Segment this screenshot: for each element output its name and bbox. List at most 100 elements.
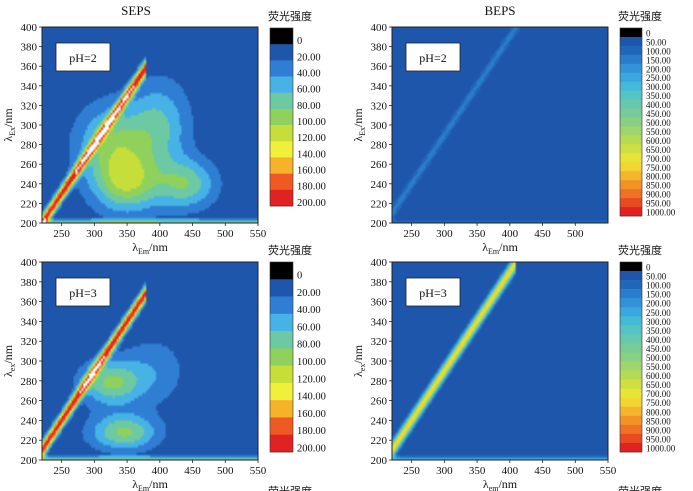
legend-swatch <box>620 298 642 308</box>
x-axis-label: λem/nm <box>483 477 518 491</box>
legend-swatch <box>270 141 293 158</box>
x-axis-unit: /nm <box>499 240 518 254</box>
legend-swatch <box>620 316 642 326</box>
y-tick-label: 260 <box>21 396 38 408</box>
y-tick-label: 400 <box>371 22 388 34</box>
legend-title: 荧光强度 <box>618 9 662 23</box>
legend-level-label: 20.00 <box>297 52 321 63</box>
legend-swatch <box>270 382 293 401</box>
legend-level-label: 300.00 <box>646 82 671 92</box>
legend-level-label: 100.00 <box>297 357 326 368</box>
legend-level-label: 0 <box>297 36 302 47</box>
legend-level-label: 100.00 <box>646 46 671 56</box>
legend-level-label: 800.00 <box>646 407 671 417</box>
legend-level-label: 750.00 <box>646 163 671 173</box>
legend-swatch <box>620 189 642 199</box>
legend-swatch <box>270 157 293 174</box>
ph-label: pH=2 <box>69 51 96 65</box>
legend-level-label: 900.00 <box>646 190 671 200</box>
x-tick-label: 450 <box>184 228 201 240</box>
y-axis-label: λex/nm <box>1 344 17 377</box>
y-axis-symbol: λ <box>1 371 15 377</box>
legend-level-label: 1000.00 <box>646 443 676 453</box>
x-tick-label: 500 <box>217 465 234 477</box>
legend-swatch <box>270 279 293 297</box>
legend-swatch <box>270 125 293 142</box>
legend-swatch <box>620 280 642 290</box>
y-tick-label: 240 <box>371 179 388 191</box>
legend-frame <box>619 261 643 453</box>
legend-level-label: 550.00 <box>646 127 671 137</box>
legend-swatch <box>270 331 293 349</box>
x-tick-label: 300 <box>86 465 103 477</box>
x-axis-label: λEm/nm <box>132 240 168 256</box>
y-tick-label: 240 <box>21 415 38 427</box>
x-axis-unit: /nm <box>498 477 517 491</box>
legend-swatch <box>270 262 293 280</box>
y-tick-label: 300 <box>371 120 388 132</box>
eem-panel-4: pH=3 250 300 350 400 450 500 550 200 220 240 260 280… <box>351 243 676 491</box>
legend-swatch <box>620 433 642 444</box>
legend-level-label: 600.00 <box>646 136 671 146</box>
legend-swatch <box>620 180 642 190</box>
y-tick-label: 320 <box>371 100 388 112</box>
x-tick-label: 450 <box>534 228 551 240</box>
legend-level-label: 250.00 <box>646 73 671 83</box>
legend-level-label: 40.00 <box>297 305 321 316</box>
y-tick-label: 320 <box>21 100 38 112</box>
legend-level-label: 80.00 <box>297 101 321 112</box>
legend-swatch <box>620 126 642 136</box>
y-tick-label: 400 <box>371 257 388 269</box>
legend-swatch <box>270 108 293 126</box>
y-tick-label: 200 <box>371 455 388 467</box>
y-tick-label: 400 <box>21 22 38 34</box>
y-tick-label: 360 <box>371 297 388 309</box>
legend-level-label: 140.00 <box>297 149 326 160</box>
legend-swatch <box>620 162 642 172</box>
x-tick-label: 250 <box>53 465 70 477</box>
y-tick-label: 340 <box>371 316 388 328</box>
legend-level-label: 50.00 <box>646 272 667 282</box>
y-axis-unit: /nm <box>1 344 15 363</box>
y-tick-label: 280 <box>371 140 388 152</box>
x-tick-label: 500 <box>567 465 584 477</box>
legend-level-label: 100.00 <box>646 281 671 291</box>
ph-label-box <box>55 42 111 72</box>
legend-level-label: 450.00 <box>646 344 671 354</box>
x-tick-label: 300 <box>436 228 453 240</box>
legend-level-label: 80.00 <box>297 340 321 351</box>
legend-swatch <box>620 117 642 127</box>
y-axis-subscript: ex <box>358 364 367 372</box>
footer-legend-title: 荧光强度 <box>268 484 312 491</box>
legend-swatch <box>620 207 642 217</box>
legend-swatch <box>270 60 293 77</box>
x-tick-label: 550 <box>250 465 267 477</box>
legend-level-label: 180.00 <box>297 182 326 193</box>
y-tick-label: 240 <box>21 179 38 191</box>
x-tick-label: 350 <box>469 228 486 240</box>
x-tick-label: 450 <box>184 465 201 477</box>
y-axis-unit: /nm <box>351 108 365 127</box>
y-tick-label: 220 <box>371 198 388 210</box>
legend-level-label: 200.00 <box>297 443 326 454</box>
y-axis-unit: /nm <box>351 344 365 363</box>
legend-level-label: 200.00 <box>646 299 671 309</box>
legend-swatch <box>620 343 642 353</box>
footer-legend-title: 荧光强度 <box>618 484 662 491</box>
legend-swatch <box>620 370 642 380</box>
legend-level-label: 0 <box>297 271 302 282</box>
y-tick-label: 240 <box>371 415 388 427</box>
y-axis-symbol: λ <box>351 136 365 142</box>
legend-level-label: 550.00 <box>646 362 671 372</box>
legend-level-label: 650.00 <box>646 380 671 390</box>
y-tick-label: 300 <box>371 356 388 368</box>
legend-level-label: 350.00 <box>646 91 671 101</box>
legend-swatch <box>270 76 293 94</box>
legend-level-label: 450.00 <box>646 109 671 119</box>
x-tick-label: 400 <box>152 465 169 477</box>
legend-swatch <box>270 434 293 453</box>
legend-swatch <box>620 325 642 335</box>
legend-frame <box>619 27 643 217</box>
legend-swatch <box>270 348 293 366</box>
